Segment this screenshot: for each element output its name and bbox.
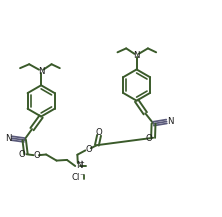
Text: O: O — [85, 145, 92, 154]
Text: N: N — [5, 134, 11, 143]
Text: N: N — [76, 161, 83, 170]
Text: O: O — [33, 151, 40, 160]
Text: N: N — [133, 51, 140, 60]
Text: N: N — [38, 67, 44, 76]
Text: O: O — [18, 150, 25, 159]
Text: Cl: Cl — [71, 173, 80, 182]
Text: ⁻: ⁻ — [79, 172, 84, 181]
Text: O: O — [145, 134, 152, 143]
Text: +: + — [78, 159, 84, 166]
Text: O: O — [96, 128, 102, 137]
Text: N: N — [167, 117, 173, 126]
